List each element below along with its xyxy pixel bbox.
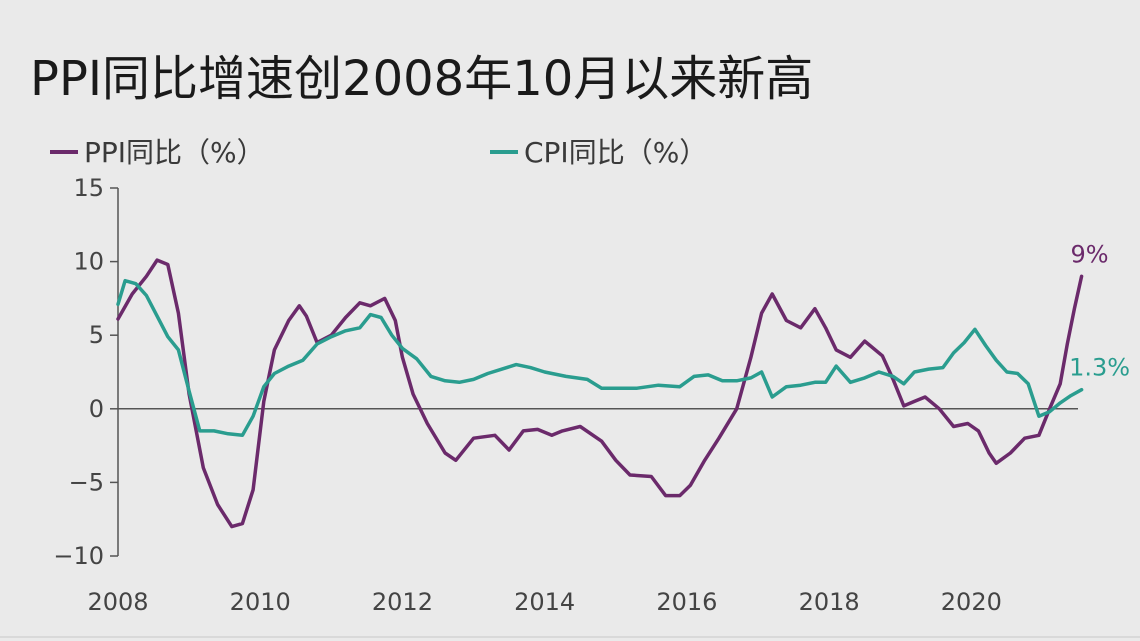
end-labels: 9% 1.3% [1069, 240, 1130, 381]
x-tick-label: 2008 [87, 588, 148, 616]
y-tick-label: −5 [69, 468, 104, 496]
y-tick-label: 10 [73, 248, 104, 276]
ppi-series-line [116, 258, 1084, 529]
ppi-end-label: 9% [1071, 240, 1109, 268]
cpi-end-label: 1.3% [1069, 354, 1130, 382]
legend-ppi-label: PPI同比（%） [84, 136, 265, 169]
y-tick-label: −10 [53, 542, 104, 570]
x-tick-label: 2020 [941, 588, 1002, 616]
legend-cpi-label: CPI同比（%） [524, 136, 707, 169]
legend: PPI同比（%） CPI同比（%） [50, 136, 707, 169]
chart-title: PPI同比增速创2008年10月以来新高 [30, 51, 813, 107]
cpi-series-line [116, 278, 1084, 438]
series-layer [116, 258, 1084, 529]
x-tick-label: 2012 [372, 588, 433, 616]
x-tick-label: 2010 [230, 588, 291, 616]
axes: 15 10 5 0 −5 −10 2008 2010 2012 2014 2016 2018 2020 [53, 174, 1078, 616]
y-tick-label: 5 [89, 321, 104, 349]
y-tick-label: 15 [73, 174, 104, 202]
x-tick-label: 2018 [799, 588, 860, 616]
x-tick-label: 2016 [656, 588, 717, 616]
y-tick-label: 0 [89, 395, 104, 423]
x-tick-label: 2014 [514, 588, 575, 616]
